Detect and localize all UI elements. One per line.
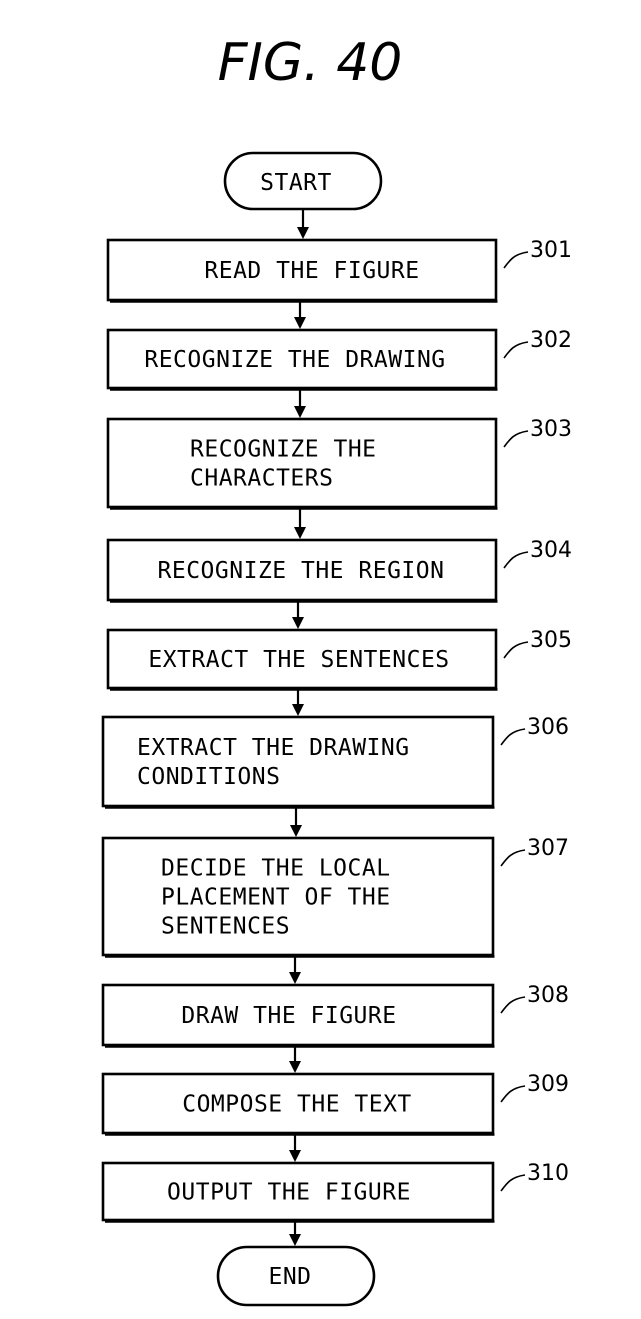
- step-label-line: RECOGNIZE THE: [190, 437, 377, 463]
- end-label: END: [268, 1264, 311, 1290]
- step-label-line: EXTRACT THE SENTENCES: [148, 647, 449, 673]
- reference-numeral: 302: [530, 328, 572, 353]
- reference-leader: [500, 996, 526, 1014]
- flow-arrow: [297, 210, 309, 239]
- arrowhead: [292, 704, 304, 716]
- arrowhead: [294, 317, 306, 329]
- step-label-line: OUTPUT THE FIGURE: [167, 1180, 411, 1206]
- step-label-line: COMPOSE THE TEXT: [182, 1092, 412, 1118]
- arrowhead: [289, 1061, 301, 1073]
- flow-arrow: [294, 301, 306, 329]
- flow-arrow: [289, 956, 301, 984]
- arrowhead: [294, 527, 306, 539]
- arrowhead: [294, 406, 306, 418]
- process-box: [106, 628, 498, 690]
- reference-numeral: 308: [527, 983, 569, 1008]
- reference-numeral: 309: [527, 1072, 569, 1097]
- flow-arrow: [292, 601, 304, 629]
- flow-arrow: [294, 508, 306, 539]
- arrowhead: [289, 1234, 301, 1246]
- flow-arrow: [290, 807, 302, 837]
- process-steps: READ THE FIGURE 301 RECOGNIZE THE DRAWING 3…: [101, 238, 572, 1223]
- process-step-302: RECOGNIZE THE DRAWING 302: [106, 328, 572, 391]
- reference-leader: [503, 251, 529, 269]
- process-step-305: EXTRACT THE SENTENCES 305: [106, 628, 572, 691]
- flow-arrow: [289, 1046, 301, 1073]
- process-box: [101, 715, 495, 808]
- process-box: [106, 238, 498, 302]
- process-step-301: READ THE FIGURE 301: [106, 238, 572, 303]
- step-label-line: CONDITIONS: [137, 764, 280, 790]
- process-step-307: DECIDE THE LOCAL PLACEMENT OF THE SENTENCE…: [101, 836, 569, 958]
- step-label-line: EXTRACT THE DRAWING: [137, 735, 410, 761]
- process-box: [101, 1161, 495, 1222]
- step-label-line: RECOGNIZE THE REGION: [158, 558, 445, 584]
- arrowhead: [292, 617, 304, 629]
- start-terminal: START: [223, 151, 383, 211]
- reference-leader: [503, 430, 529, 448]
- flow-arrow: [289, 1221, 301, 1246]
- arrowhead: [297, 227, 309, 239]
- reference-numeral: 304: [530, 538, 572, 563]
- step-label-line: RECOGNIZE THE DRAWING: [144, 347, 445, 373]
- process-step-310: OUTPUT THE FIGURE 310: [101, 1161, 569, 1223]
- reference-leader: [503, 641, 529, 659]
- step-label-line: DECIDE THE LOCAL: [161, 856, 391, 882]
- arrowhead: [290, 825, 302, 837]
- reference-leader: [500, 849, 526, 867]
- step-label-line: PLACEMENT OF THE: [161, 885, 391, 911]
- reference-numeral: 306: [527, 715, 569, 740]
- process-step-308: DRAW THE FIGURE 308: [101, 983, 569, 1048]
- reference-numeral: 307: [527, 836, 569, 861]
- process-box: [106, 328, 498, 390]
- process-box: [101, 1072, 495, 1135]
- flow-arrow: [294, 389, 306, 418]
- flow-connectors: [289, 210, 309, 1246]
- reference-leader: [503, 551, 529, 569]
- reference-leader: [500, 1085, 526, 1103]
- process-box: [106, 538, 498, 602]
- step-label-line: DRAW THE FIGURE: [181, 1003, 396, 1029]
- step-label-line: SENTENCES: [161, 914, 290, 940]
- arrowhead: [289, 1150, 301, 1162]
- end-terminal: END: [216, 1245, 376, 1307]
- reference-leader: [500, 728, 526, 746]
- reference-leader: [500, 1174, 526, 1192]
- process-box: [101, 836, 495, 957]
- reference-numeral: 301: [530, 238, 572, 263]
- process-box: [106, 417, 498, 509]
- flow-arrow: [292, 689, 304, 716]
- reference-numeral: 310: [527, 1161, 569, 1186]
- arrowhead: [289, 972, 301, 984]
- figure-title: FIG. 40: [218, 33, 403, 93]
- process-box: [101, 983, 495, 1047]
- start-label: START: [260, 170, 332, 196]
- reference-leader: [503, 341, 529, 359]
- process-step-309: COMPOSE THE TEXT 309: [101, 1072, 569, 1136]
- step-label-line: CHARACTERS: [190, 466, 333, 492]
- reference-numeral: 305: [530, 628, 572, 653]
- process-step-306: EXTRACT THE DRAWING CONDITIONS 306: [101, 715, 569, 809]
- process-step-303: RECOGNIZE THE CHARACTERS 303: [106, 417, 572, 510]
- reference-numeral: 303: [530, 417, 572, 442]
- flow-arrow: [289, 1134, 301, 1162]
- process-step-304: RECOGNIZE THE REGION 304: [106, 538, 572, 603]
- step-label-line: READ THE FIGURE: [204, 258, 419, 284]
